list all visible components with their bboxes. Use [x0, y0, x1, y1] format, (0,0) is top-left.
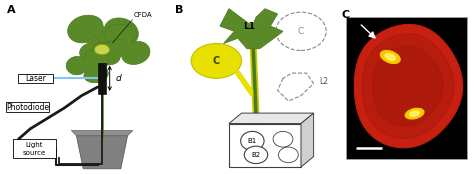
Text: B: B: [175, 5, 183, 15]
Ellipse shape: [94, 44, 109, 55]
Ellipse shape: [273, 131, 293, 147]
Ellipse shape: [278, 147, 298, 163]
Bar: [7, 102, 49, 112]
Polygon shape: [355, 25, 463, 148]
Bar: [346, 17, 467, 159]
Text: C: C: [213, 56, 220, 66]
Polygon shape: [373, 46, 443, 126]
Ellipse shape: [241, 131, 264, 151]
Text: C: C: [298, 27, 304, 36]
Polygon shape: [92, 24, 150, 65]
Text: C: C: [342, 10, 350, 20]
Text: B1: B1: [248, 138, 257, 144]
Bar: [13, 139, 56, 158]
Ellipse shape: [404, 108, 425, 120]
Text: d: d: [116, 74, 121, 83]
Polygon shape: [66, 50, 109, 83]
Text: Light
source: Light source: [23, 142, 46, 156]
Text: L2: L2: [319, 77, 328, 86]
Ellipse shape: [380, 50, 401, 64]
Ellipse shape: [244, 146, 268, 164]
Text: L1: L1: [243, 22, 255, 31]
Text: Laser: Laser: [25, 74, 46, 83]
Ellipse shape: [384, 53, 396, 61]
Bar: [98, 63, 106, 94]
Polygon shape: [68, 15, 138, 66]
Text: CFDA: CFDA: [134, 12, 152, 18]
Polygon shape: [76, 136, 128, 169]
Text: A: A: [7, 5, 15, 15]
Ellipse shape: [409, 110, 420, 117]
Polygon shape: [71, 130, 133, 136]
Ellipse shape: [191, 44, 242, 78]
Polygon shape: [220, 9, 283, 49]
Polygon shape: [362, 34, 454, 139]
Text: Photodiode: Photodiode: [6, 102, 49, 112]
Bar: [18, 74, 53, 83]
Polygon shape: [229, 113, 314, 124]
Polygon shape: [301, 113, 314, 167]
Text: B2: B2: [251, 152, 261, 158]
Bar: [229, 124, 301, 167]
